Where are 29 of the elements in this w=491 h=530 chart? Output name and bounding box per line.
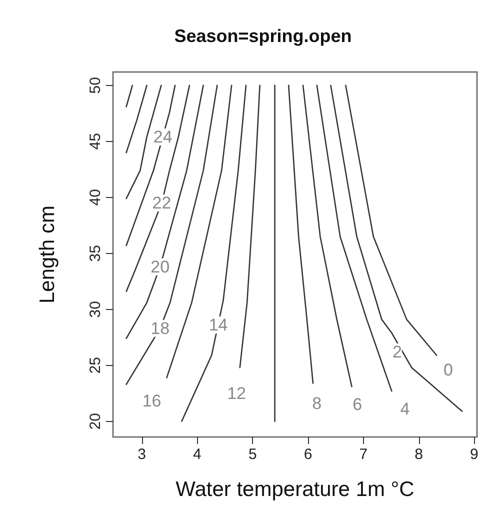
annotation: 6 (352, 395, 362, 414)
y-tick-label: 40 (87, 189, 104, 206)
x-tick-label: 9 (470, 446, 478, 463)
y-tick-label: 20 (87, 412, 104, 430)
x-tick-label: 6 (304, 446, 312, 463)
x-tick-label: 8 (414, 446, 423, 463)
y-tick-label: 30 (87, 301, 104, 318)
annotation: 20 (150, 257, 170, 276)
x-tick-label: 3 (138, 446, 146, 463)
y-tick-label: 35 (87, 245, 104, 262)
annotation: 16 (142, 392, 162, 411)
annotation: 18 (150, 318, 170, 338)
x-tick-label: 5 (248, 446, 257, 463)
annotation: 22 (152, 193, 172, 212)
x-axis-title: Water temperature 1m °C (176, 478, 414, 501)
annotation: 24 (153, 127, 172, 146)
x-tick-label: 4 (193, 446, 202, 463)
annotation: 2 (392, 342, 402, 362)
y-axis-title: Length cm (36, 205, 59, 304)
y-tick-label: 45 (87, 133, 104, 150)
y-tick-label: 25 (87, 357, 104, 374)
chart-title: Season=spring.open (174, 26, 352, 46)
annotation: 12 (227, 384, 246, 403)
annotation: 14 (208, 316, 228, 335)
annotation: 0 (443, 360, 453, 380)
x-tick-label: 7 (359, 446, 368, 463)
annotation: 8 (312, 394, 322, 413)
annotation: 4 (400, 400, 410, 419)
y-tick-label: 50 (87, 77, 104, 94)
